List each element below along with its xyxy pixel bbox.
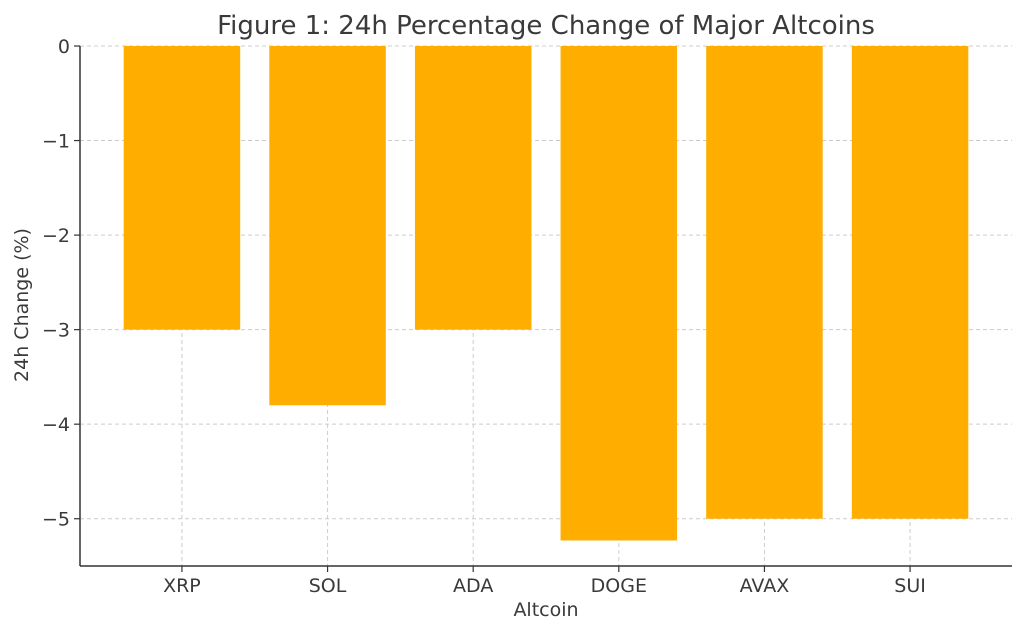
- axes: [79, 46, 1012, 567]
- bars: [123, 46, 969, 541]
- x-tick-label: AVAX: [740, 575, 790, 597]
- y-tick-label: 0: [58, 36, 70, 58]
- y-tick-label: −5: [42, 509, 70, 531]
- x-tick-label: SOL: [309, 575, 347, 597]
- bar-sui: [851, 46, 969, 519]
- chart-title: Figure 1: 24h Percentage Change of Major…: [217, 11, 875, 41]
- x-tick-label: DOGE: [591, 575, 647, 597]
- bar-ada: [414, 46, 532, 330]
- x-axis-label: Altcoin: [513, 599, 578, 621]
- bar-doge: [560, 46, 678, 541]
- y-axis-label: 24h Change (%): [11, 228, 33, 382]
- ticks: 0 −1 −2 −3 −4 −5 XRP SOL ADA DOGE AVAX SUI: [42, 36, 926, 597]
- y-tick-label: −4: [42, 414, 70, 436]
- y-tick-label: −3: [42, 320, 70, 342]
- y-tick-label: −2: [42, 225, 70, 247]
- bar-xrp: [123, 46, 241, 330]
- y-tick-label: −1: [42, 131, 70, 153]
- x-tick-label: ADA: [453, 575, 493, 597]
- x-tick-label: XRP: [163, 575, 201, 597]
- bar-sol: [269, 46, 386, 406]
- bar-avax: [706, 46, 823, 519]
- x-tick-label: SUI: [894, 575, 926, 597]
